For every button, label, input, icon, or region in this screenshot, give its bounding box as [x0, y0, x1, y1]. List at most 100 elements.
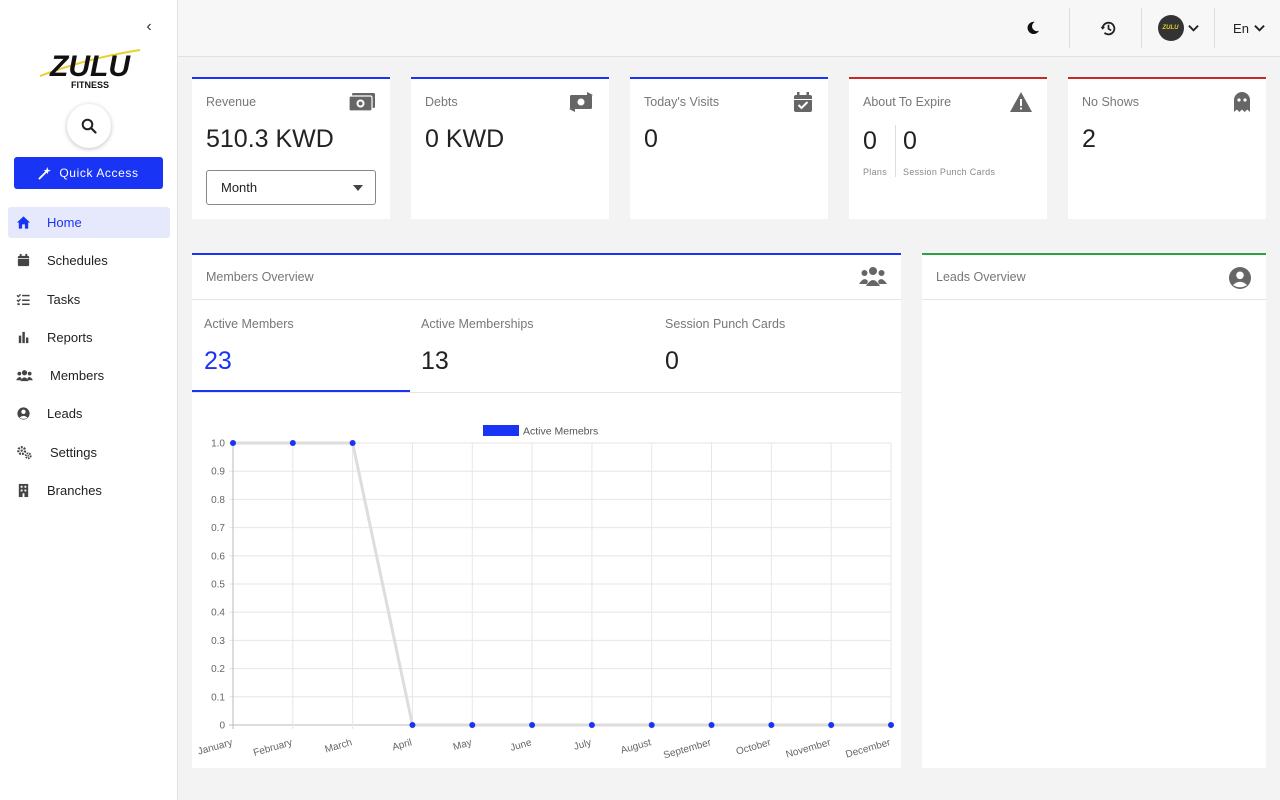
y-tick-label: 0.8	[211, 495, 225, 506]
card-title: About To Expire	[863, 95, 952, 109]
x-tick-label: September	[662, 737, 713, 761]
nav-item-members[interactable]: Members	[8, 360, 170, 391]
separator	[1069, 8, 1070, 48]
card-title: Revenue	[206, 95, 257, 109]
nav-item-home[interactable]: Home	[8, 207, 170, 238]
nav-item-label: Schedules	[47, 253, 108, 269]
data-point	[768, 722, 775, 728]
calendar-icon	[17, 254, 30, 267]
data-point	[888, 722, 894, 728]
data-point	[349, 440, 356, 446]
nav-item-leads[interactable]: Leads	[8, 398, 170, 429]
y-tick-label: 0.4	[211, 608, 225, 619]
tab-value: 13	[421, 347, 449, 375]
tab-label: Active Members	[204, 317, 294, 331]
panel-header: Leads Overview	[922, 255, 1266, 300]
history-icon	[1100, 21, 1115, 35]
nav-item-schedules[interactable]: Schedules	[8, 245, 170, 276]
quick-access-button[interactable]: Quick Access	[14, 157, 163, 189]
separator	[1141, 8, 1142, 48]
y-tick-label: 0	[219, 721, 225, 732]
members-overview-panel: Members Overview Active Members 23 Activ…	[192, 253, 901, 768]
tab-session-punch-cards[interactable]: Session Punch Cards 0	[653, 300, 893, 392]
tab-label: Active Memberships	[421, 317, 534, 331]
chevron-down-icon	[1187, 25, 1199, 32]
data-point	[409, 722, 416, 728]
punch-cards-stat: 0 Session Punch Cards	[895, 125, 1003, 177]
members-tabs: Active Members 23 Active Memberships 13 …	[192, 300, 901, 393]
search-button[interactable]	[67, 104, 111, 148]
tab-value: 23	[204, 347, 232, 375]
card-title: Today's Visits	[644, 95, 720, 109]
nav-item-branches[interactable]: Branches	[8, 475, 170, 506]
expire-values: 0 Plans 0 Session Punch Cards	[863, 125, 1003, 177]
punch-cards-label: Session Punch Cards	[903, 167, 996, 177]
active-members-chart: 0 0.1 0.2 0.3 0.4 0.5 0.6 0.7 0.8 0.9 1.0 January Fe…	[197, 425, 894, 761]
nav-item-label: Branches	[47, 483, 102, 499]
tab-value: 0	[665, 347, 679, 375]
data-point	[648, 722, 655, 728]
top-bar: ZULU En	[178, 0, 1280, 57]
leads-overview-panel: Leads Overview	[922, 253, 1266, 768]
card-title: No Shows	[1082, 95, 1139, 109]
x-tick-label: March	[324, 737, 354, 755]
nav-item-label: Leads	[47, 406, 83, 422]
x-tick-label: April	[391, 737, 413, 753]
y-tick-label: 0.7	[211, 523, 225, 534]
plans-value: 0	[863, 127, 877, 155]
debts-value: 0 KWD	[425, 125, 505, 153]
profile-menu-button[interactable]: ZULU	[1154, 0, 1202, 56]
data-point	[708, 722, 715, 728]
x-tick-label: October	[735, 737, 773, 758]
dark-mode-button[interactable]	[1018, 0, 1048, 56]
plans-stat: 0 Plans	[863, 125, 895, 177]
tab-active-members[interactable]: Active Members 23	[192, 300, 410, 392]
y-tick-label: 0.6	[211, 551, 225, 562]
x-tick-label: November	[785, 737, 833, 760]
y-tick-label: 1.0	[211, 439, 225, 450]
nav-item-label: Members	[50, 368, 105, 384]
language-label: En	[1233, 20, 1249, 36]
money-icon	[348, 93, 375, 112]
zulu-fitness-logo: ZULU FITNESS	[39, 49, 141, 90]
nav-item-label: Reports	[47, 329, 93, 345]
x-tick-label: December	[844, 737, 892, 760]
user-circle-icon	[17, 407, 30, 421]
tab-active-memberships[interactable]: Active Memberships 13	[409, 300, 649, 392]
data-point	[469, 722, 476, 728]
quick-access-label: Quick Access	[59, 166, 139, 180]
legend-swatch	[483, 425, 519, 436]
x-tick-label: January	[197, 737, 234, 757]
nav-item-tasks[interactable]: Tasks	[8, 284, 170, 315]
history-button[interactable]	[1092, 0, 1124, 56]
data-point	[529, 722, 536, 728]
data-point	[828, 722, 835, 728]
panel-header: Members Overview	[192, 255, 901, 300]
moon-icon	[1027, 21, 1040, 35]
user-circle-icon	[1229, 267, 1251, 289]
y-tick-label: 0.3	[211, 636, 225, 647]
no-shows-value: 2	[1082, 125, 1096, 153]
card-title: Debts	[425, 95, 458, 109]
language-selector[interactable]: En	[1230, 0, 1268, 56]
nav-item-label: Tasks	[47, 291, 81, 307]
about-to-expire-card: About To Expire 0 Plans 0 Session Punch …	[849, 77, 1047, 219]
y-tick-label: 0.1	[211, 692, 225, 703]
visits-value: 0	[644, 125, 658, 153]
punch-cards-value: 0	[903, 127, 917, 155]
svg-text:ZULU: ZULU	[49, 50, 131, 83]
search-icon	[81, 118, 97, 134]
plans-label: Plans	[863, 167, 888, 177]
home-icon	[16, 216, 31, 229]
period-select[interactable]: Month	[206, 170, 376, 205]
nav-item-label: Home	[47, 215, 82, 230]
main-nav: Home Schedules Tasks Reports Members Lea…	[8, 207, 170, 513]
nav-item-reports[interactable]: Reports	[8, 322, 170, 353]
users-icon	[16, 370, 33, 382]
bar-chart-icon	[18, 331, 29, 344]
nav-item-settings[interactable]: Settings	[8, 437, 170, 468]
revenue-card: Revenue 510.3 KWD Month	[192, 77, 390, 219]
x-tick-label: June	[509, 737, 533, 754]
debts-card: Debts 0 KWD	[411, 77, 609, 219]
collapse-sidebar-button[interactable]: ‹	[146, 18, 152, 35]
